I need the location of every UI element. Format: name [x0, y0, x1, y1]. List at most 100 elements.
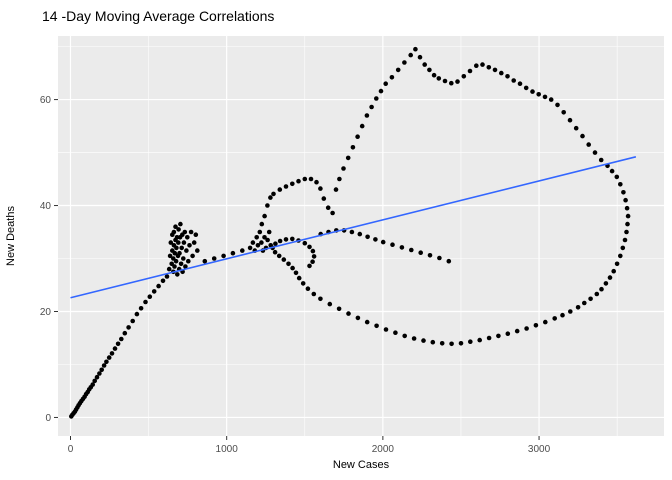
data-point — [620, 245, 626, 251]
data-point — [399, 245, 405, 250]
data-point — [265, 203, 270, 208]
data-point — [321, 196, 327, 201]
data-point — [458, 341, 464, 346]
y-tick-label: 60 — [40, 95, 52, 106]
data-point — [230, 250, 236, 256]
data-point — [308, 176, 314, 182]
data-point — [592, 150, 598, 155]
data-point — [106, 355, 112, 360]
data-point — [179, 245, 184, 251]
data-point — [293, 270, 299, 276]
data-point — [552, 316, 557, 321]
data-point — [427, 253, 433, 258]
data-point — [573, 125, 579, 131]
data-point — [176, 240, 181, 245]
data-point — [477, 337, 483, 343]
data-point — [536, 92, 541, 97]
y-tick-label: 20 — [40, 307, 52, 318]
data-point — [533, 323, 539, 328]
data-point — [333, 187, 339, 192]
data-point — [422, 62, 428, 67]
data-point — [524, 326, 529, 331]
data-point — [247, 245, 253, 251]
data-point — [345, 155, 351, 161]
data-point — [446, 258, 452, 264]
data-point — [325, 205, 331, 210]
scatter-plot: 0 1000 2000 3000 0 20 40 60 New Cases New Deaths — [5, 36, 664, 471]
data-point — [346, 311, 351, 316]
data-point — [383, 327, 389, 332]
x-axis-label: New Cases — [333, 459, 390, 471]
data-point — [259, 221, 265, 227]
data-point — [505, 74, 510, 79]
data-point — [92, 378, 97, 384]
data-point — [240, 248, 245, 253]
data-point — [598, 157, 604, 163]
data-point — [173, 258, 179, 264]
data-point — [265, 237, 270, 243]
data-point — [402, 60, 407, 65]
data-point — [417, 54, 423, 60]
data-point — [177, 250, 182, 256]
data-point — [455, 79, 460, 84]
data-point — [618, 182, 623, 187]
data-point — [147, 294, 153, 300]
data-point — [427, 67, 432, 73]
data-point — [359, 123, 365, 129]
data-point — [290, 181, 295, 187]
data-point — [560, 312, 565, 318]
data-point — [262, 235, 267, 240]
data-point — [618, 253, 623, 259]
x-tick-label: 1000 — [216, 444, 239, 455]
x-tick-label: 2000 — [372, 444, 395, 455]
data-point — [555, 102, 560, 108]
data-point — [625, 213, 631, 219]
data-point — [90, 382, 95, 387]
data-point — [183, 264, 188, 269]
data-point — [486, 335, 492, 341]
data-point — [411, 336, 417, 341]
data-point — [349, 229, 355, 235]
data-point — [268, 195, 273, 200]
data-point — [109, 351, 115, 356]
data-point — [523, 85, 529, 91]
data-point — [486, 65, 492, 70]
data-point — [330, 210, 335, 216]
data-point — [302, 240, 308, 246]
data-point — [101, 363, 107, 368]
y-axis-label: New Deaths — [5, 206, 17, 266]
data-point — [300, 281, 306, 286]
data-point — [259, 240, 264, 245]
data-point — [283, 237, 289, 242]
data-point — [318, 186, 323, 191]
data-point — [175, 272, 180, 277]
data-point — [599, 286, 604, 292]
data-point — [369, 104, 374, 110]
data-point — [609, 168, 615, 174]
data-point — [171, 229, 177, 235]
data-point — [273, 241, 278, 246]
data-point — [296, 178, 301, 184]
data-point — [283, 184, 289, 189]
data-point — [307, 263, 312, 269]
data-point — [181, 256, 186, 261]
data-point — [380, 239, 386, 245]
data-point — [374, 96, 379, 101]
data-point — [122, 330, 128, 336]
data-point — [167, 253, 173, 259]
data-point — [474, 63, 479, 68]
data-point — [373, 237, 378, 242]
data-point — [530, 89, 535, 94]
y-tick-label: 40 — [40, 201, 52, 212]
data-point — [467, 68, 473, 74]
data-point — [310, 248, 316, 254]
x-tick-label: 3000 — [528, 444, 551, 455]
data-point — [193, 232, 199, 237]
data-point — [134, 311, 140, 317]
data-point — [586, 142, 591, 147]
data-point — [254, 235, 259, 240]
data-point — [542, 94, 548, 100]
data-point — [211, 256, 217, 261]
data-point — [276, 253, 282, 259]
data-point — [350, 145, 356, 150]
